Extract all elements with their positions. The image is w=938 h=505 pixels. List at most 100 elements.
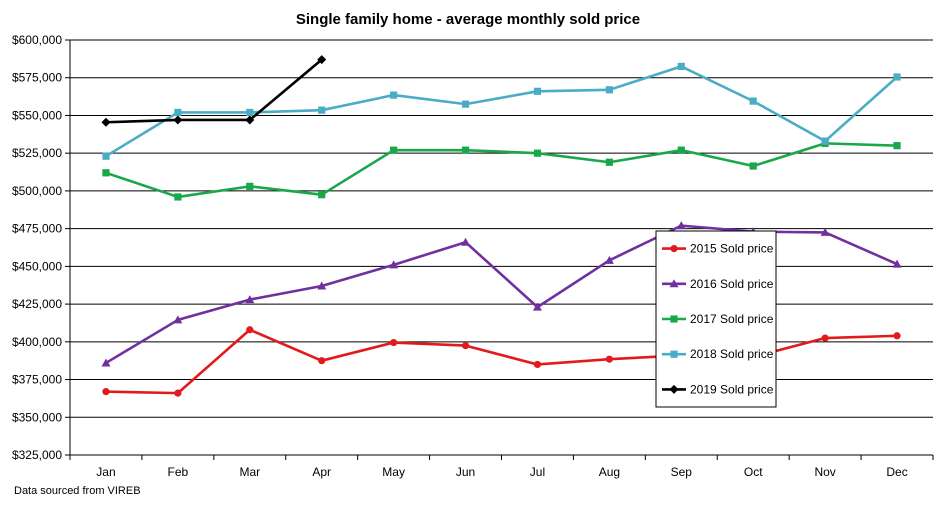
data-point [893, 332, 901, 340]
legend-swatch-marker [669, 384, 679, 394]
data-point [102, 152, 110, 160]
data-point [821, 334, 829, 342]
data-point [893, 73, 901, 81]
data-point [174, 108, 182, 117]
data-point [533, 149, 542, 157]
legend-label: 2017 Sold price [690, 312, 774, 326]
y-tick-label: $425,000 [12, 297, 62, 311]
data-point [173, 315, 183, 324]
series-group [101, 55, 902, 397]
data-point [389, 260, 399, 269]
legend-label: 2015 Sold price [690, 242, 774, 256]
data-point [390, 338, 398, 347]
data-point [101, 358, 111, 367]
data-point [102, 169, 110, 177]
y-tick-label: $375,000 [12, 373, 62, 387]
legend-label: 2019 Sold price [690, 382, 774, 396]
data-point [532, 302, 542, 311]
source-note: Data sourced from VIREB [14, 485, 141, 497]
data-point [461, 237, 471, 246]
series-line [105, 65, 898, 158]
data-point [246, 326, 254, 334]
legend-swatch-marker [670, 245, 678, 253]
data-point [246, 108, 254, 117]
y-tick-label: $575,000 [12, 71, 62, 85]
data-point [245, 115, 255, 125]
data-point [533, 360, 542, 369]
x-tick-label: Feb [168, 465, 189, 479]
y-tick-label: $400,000 [12, 335, 62, 349]
series-2017 [102, 139, 901, 201]
data-point [604, 255, 614, 264]
x-tick-label: Dec [886, 465, 907, 479]
x-tick-label: Mar [239, 465, 260, 479]
data-point [821, 137, 829, 145]
x-tick-label: Nov [814, 465, 835, 479]
legend-swatch-marker [669, 279, 679, 288]
y-tick-label: $350,000 [12, 410, 62, 424]
x-tick-label: May [382, 465, 405, 479]
y-tick-label: $600,000 [12, 33, 62, 47]
x-tick-label: Jan [96, 465, 115, 479]
data-point [749, 162, 757, 170]
data-point [390, 91, 398, 99]
y-tick-label: $525,000 [12, 146, 62, 160]
legend-label: 2018 Sold price [690, 347, 774, 361]
legend-swatch-marker [670, 350, 678, 358]
data-point [533, 87, 542, 95]
y-tick-label: $500,000 [12, 184, 62, 198]
data-point [820, 227, 830, 236]
data-point [173, 115, 183, 125]
data-point [461, 341, 470, 350]
series-line [105, 58, 323, 124]
data-point [318, 191, 326, 199]
x-tick-label: Sep [671, 465, 693, 479]
x-tick-label: Aug [599, 465, 620, 479]
legend-swatch-marker [670, 315, 678, 323]
data-point [676, 221, 686, 230]
data-point [390, 146, 398, 154]
data-point [749, 97, 757, 105]
data-point [245, 295, 255, 304]
data-point [461, 100, 470, 108]
y-axis-ticks: $325,000 $350,000 $375,000 $400,000 $425,000… [12, 33, 70, 462]
x-tick-label: Jul [530, 465, 545, 479]
y-tick-label: $325,000 [12, 448, 62, 462]
legend: 2015 Sold price 2016 Sold price 2017 Sold … [655, 230, 777, 408]
data-point [174, 193, 182, 201]
x-axis-ticks: Jan Feb Mar Apr May Jun Jul Aug Sep Oct Nov Dec [69, 455, 934, 479]
data-point [605, 158, 613, 166]
series-line [105, 328, 898, 395]
x-tick-label: Oct [744, 465, 763, 479]
series-line [105, 224, 898, 365]
data-point [893, 142, 901, 150]
y-tick-label: $475,000 [12, 222, 62, 236]
chart-title: Single family home - average monthly sol… [296, 11, 640, 28]
data-point [318, 357, 326, 365]
data-point [605, 86, 613, 94]
data-point [246, 182, 254, 190]
data-point [461, 146, 470, 154]
series-2016 [101, 221, 902, 367]
data-point [317, 55, 327, 65]
y-tick-label: $550,000 [12, 108, 62, 122]
data-point [102, 388, 110, 396]
axes [69, 40, 933, 456]
series-2015 [102, 326, 901, 397]
data-point [317, 281, 327, 290]
data-point [101, 117, 111, 127]
data-point [677, 146, 685, 154]
y-tick-label: $450,000 [12, 259, 62, 273]
data-point [605, 355, 613, 363]
data-point [677, 62, 685, 71]
gridlines [70, 39, 933, 456]
data-point [892, 259, 902, 268]
series-2019 [101, 55, 327, 127]
legend-label: 2016 Sold price [690, 277, 774, 291]
x-tick-label: Jun [456, 465, 475, 479]
data-point [318, 106, 326, 114]
series-2018 [102, 62, 901, 160]
series-line [105, 142, 898, 199]
data-point [174, 389, 182, 397]
